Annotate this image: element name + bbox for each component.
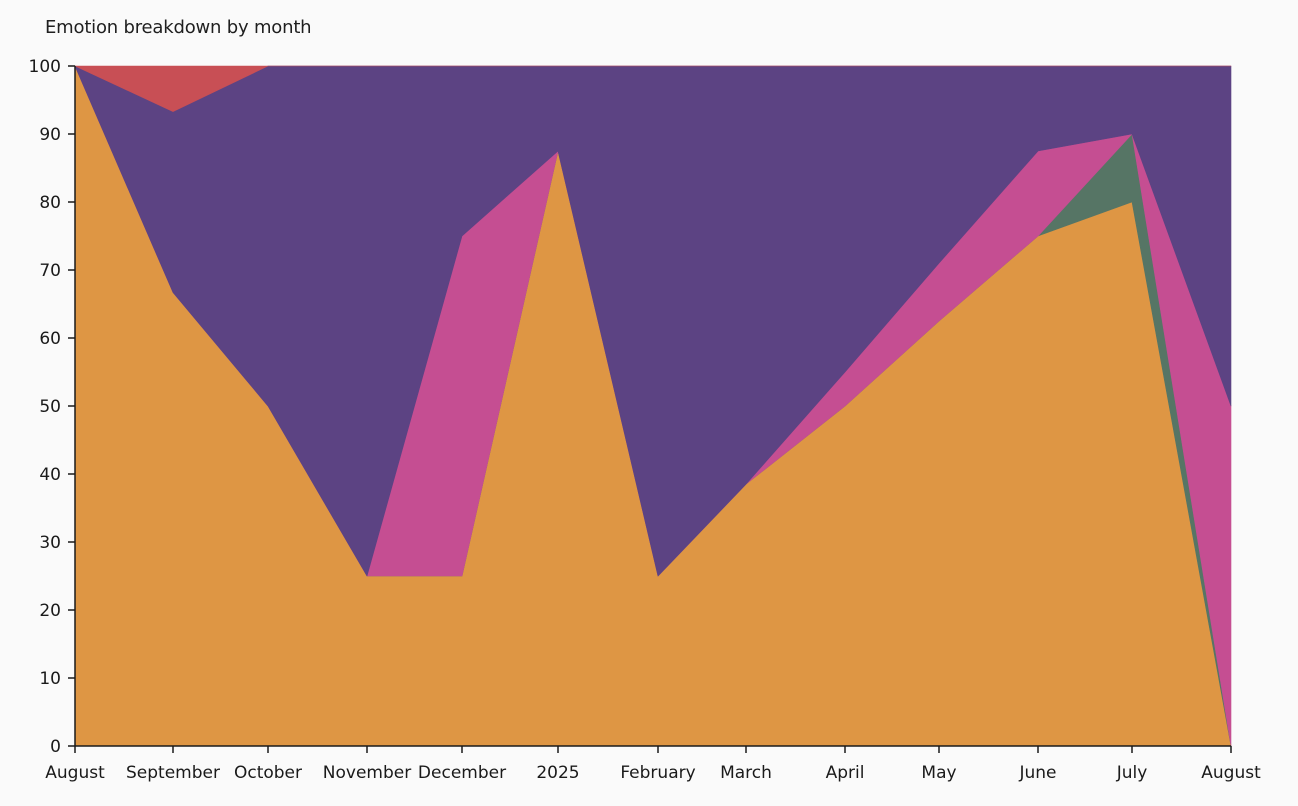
y-tick-label: 20: [39, 601, 61, 621]
chart-title: Emotion breakdown by month: [45, 17, 312, 38]
series-areas: [74, 65, 1232, 747]
y-tick-label: 90: [39, 125, 61, 145]
y-tick-label: 50: [39, 397, 61, 417]
y-tick-label: 100: [29, 57, 61, 77]
y-tick-label: 0: [50, 737, 61, 757]
y-axis: 0 10 20 30 40 50 60 70 80 90 100: [29, 57, 76, 757]
x-tick-label: March: [720, 763, 772, 783]
y-tick-label: 70: [39, 261, 61, 281]
y-tick-label: 10: [39, 669, 61, 689]
x-tick-label: October: [234, 763, 302, 783]
x-tick-label: August: [1201, 763, 1261, 783]
x-tick-label: 2025: [536, 763, 579, 783]
y-tick-label: 40: [39, 465, 61, 485]
x-axis: August September October November December 20…: [45, 745, 1261, 783]
x-tick-label: November: [323, 763, 411, 783]
x-tick-label: July: [1116, 763, 1148, 783]
series-area-5: [74, 65, 1232, 112]
y-tick-label: 60: [39, 329, 61, 349]
x-tick-label: September: [126, 763, 220, 783]
x-tick-label: February: [620, 763, 695, 783]
x-tick-label: December: [418, 763, 506, 783]
y-tick-label: 30: [39, 533, 61, 553]
x-tick-label: June: [1018, 763, 1056, 783]
x-tick-label: August: [45, 763, 105, 783]
y-tick-label: 80: [39, 193, 61, 213]
x-tick-label: May: [921, 763, 956, 783]
x-tick-label: April: [826, 763, 865, 783]
